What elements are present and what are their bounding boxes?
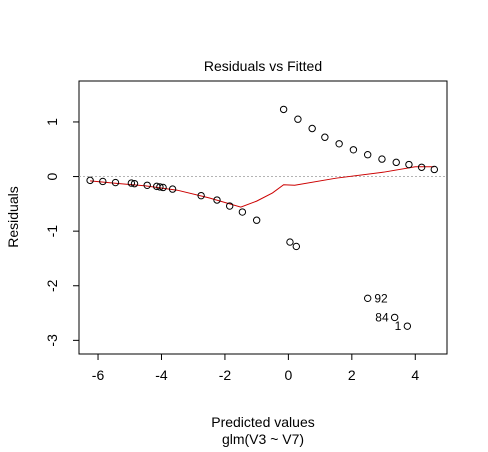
x-tick-label: 4 <box>411 367 419 383</box>
y-tick-label: 0 <box>44 172 60 180</box>
y-axis-label: Residuals <box>5 186 21 247</box>
data-point <box>86 176 94 185</box>
data-point <box>292 242 301 251</box>
points-layer: 92 84 1 <box>86 105 439 333</box>
data-point <box>378 155 386 163</box>
data-point <box>308 124 316 133</box>
x-tick-label: -2 <box>219 367 232 383</box>
data-point <box>403 322 412 330</box>
data-point <box>225 202 234 210</box>
chart-title: Residuals vs Fitted <box>204 58 322 74</box>
data-point <box>159 183 167 192</box>
data-point <box>99 177 107 186</box>
data-point <box>252 216 261 224</box>
data-point <box>156 183 164 191</box>
data-point <box>127 179 136 187</box>
y-axis: -3 -2 -1 0 1 <box>44 118 79 347</box>
x-axis-label: Predicted values <box>211 414 315 430</box>
data-point <box>405 160 413 169</box>
point-label: 1 <box>395 319 402 333</box>
data-point <box>143 181 151 189</box>
data-point <box>321 133 329 141</box>
x-axis-subtitle: glm(V3 ~ V7) <box>222 431 304 447</box>
point-label: 92 <box>374 291 388 305</box>
y-tick-label: -3 <box>44 334 60 347</box>
data-point <box>168 185 177 193</box>
x-axis: -6 -4 -2 0 2 4 <box>92 354 419 383</box>
x-tick-label: 0 <box>284 367 292 383</box>
data-point <box>130 179 139 188</box>
data-point <box>417 163 426 171</box>
data-point <box>279 105 288 114</box>
x-tick-label: -4 <box>155 367 168 383</box>
lowess-smooth-line <box>90 166 435 208</box>
data-point <box>363 294 372 303</box>
data-point <box>286 238 294 246</box>
x-tick-label: 2 <box>348 367 356 383</box>
data-point <box>349 146 358 154</box>
data-point <box>197 191 205 200</box>
data-point <box>238 208 247 216</box>
data-point <box>294 115 302 123</box>
data-point <box>430 165 439 174</box>
plot-frame <box>78 80 448 355</box>
y-tick-label: -2 <box>44 279 60 292</box>
data-point <box>335 140 343 148</box>
data-point <box>392 158 400 167</box>
data-point <box>363 151 372 159</box>
y-tick-label: 1 <box>44 118 60 126</box>
x-tick-label: -6 <box>92 367 105 383</box>
data-point <box>390 313 399 322</box>
y-tick-label: -1 <box>44 225 60 238</box>
data-point <box>213 196 221 204</box>
data-point <box>111 178 120 187</box>
point-label: 84 <box>375 310 389 324</box>
